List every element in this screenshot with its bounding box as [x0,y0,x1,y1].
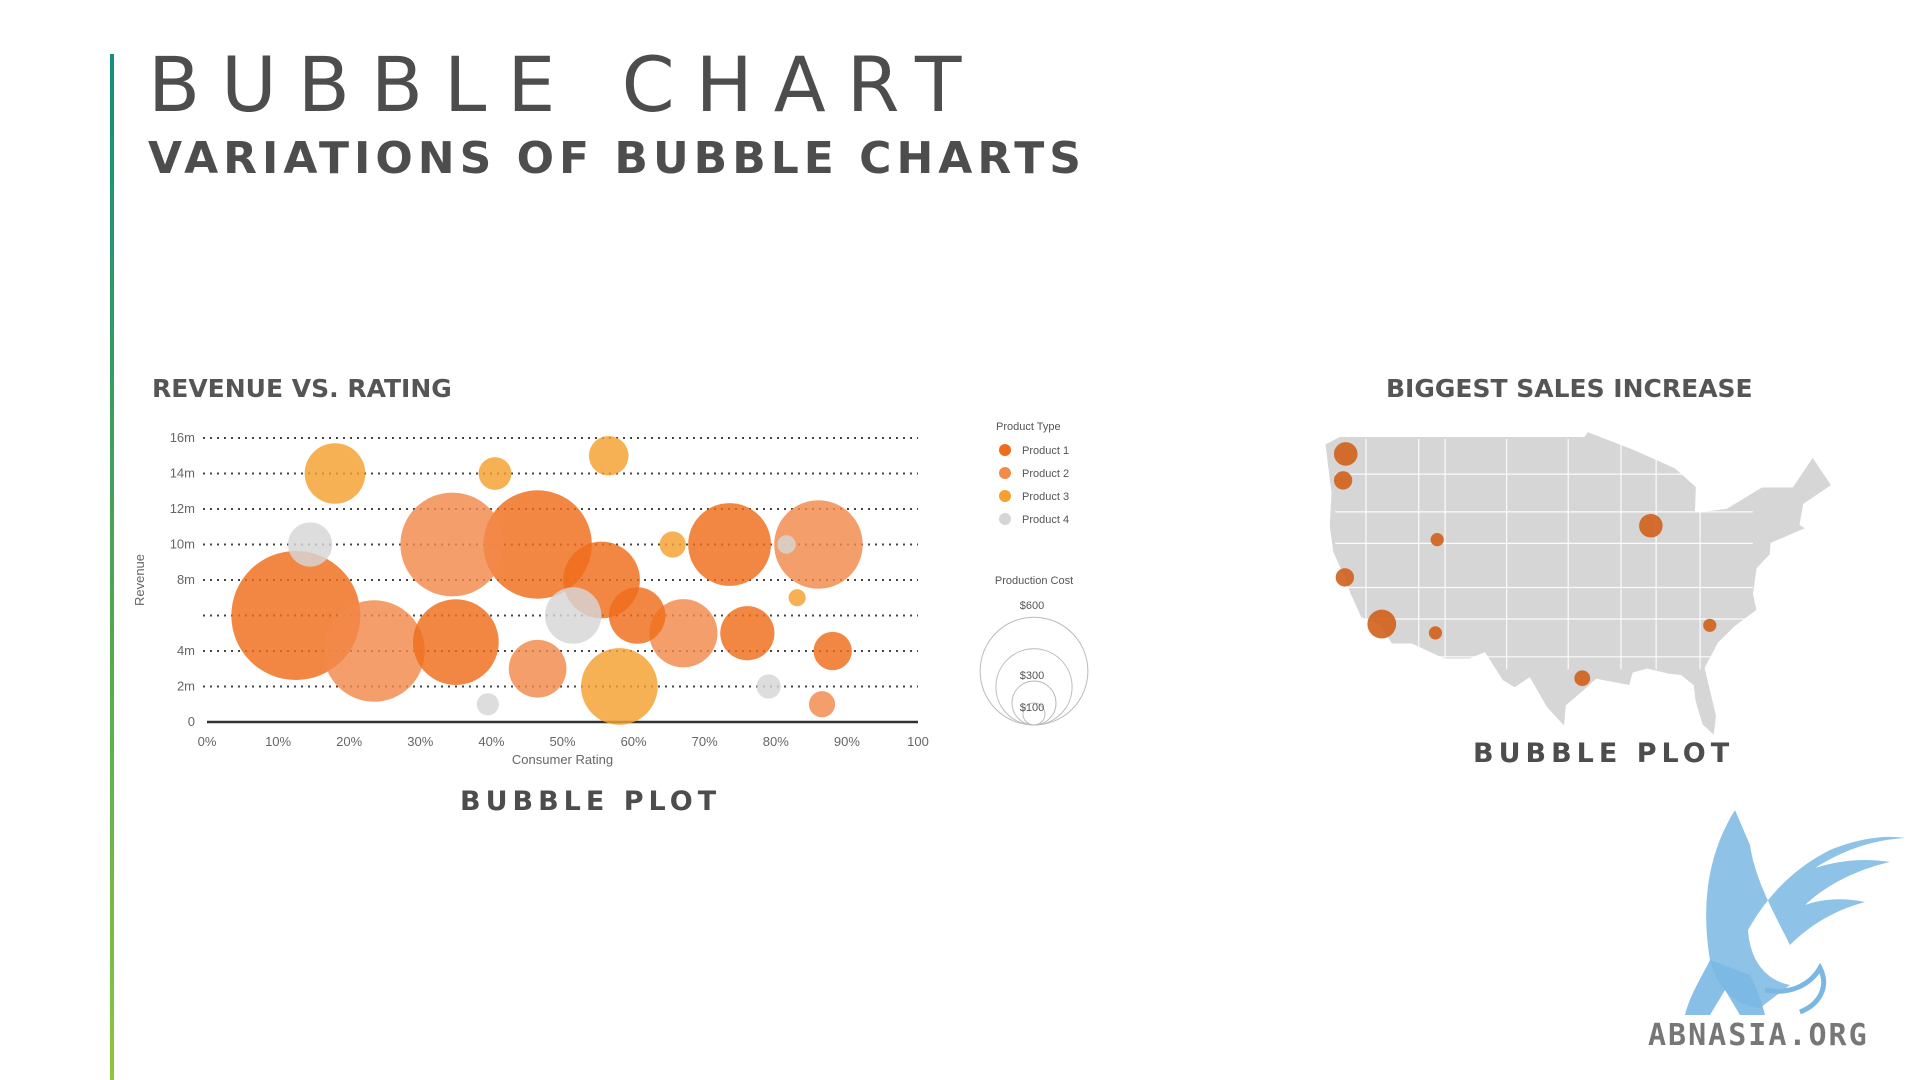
map-bubble [1430,533,1444,547]
x-axis-title: Consumer Rating [512,752,613,767]
bubble [508,639,567,698]
map-bubble [1639,513,1663,538]
legend-swatch [999,467,1011,479]
x-tick-label: 100 [907,734,929,749]
y-tick-label: 0 [188,714,195,729]
slide-title: BUBBLE CHART [148,40,983,129]
bubble [777,535,796,554]
griffin-icon [1685,810,1905,1015]
size-legend-label: $100 [1020,702,1044,714]
legend-label: Product 3 [1022,491,1069,503]
map-chart-title: BIGGEST SALES INCREASE [1386,374,1753,403]
bubble [476,693,499,716]
bubble [788,589,806,607]
bubble [659,531,686,558]
bubble [608,587,666,644]
bubble [813,631,852,671]
map-bubble [1333,471,1353,490]
map-chart-caption: BUBBLE PLOT [1473,738,1735,769]
bubble [323,600,425,702]
legend-swatch [999,444,1011,456]
y-tick-label: 2m [177,679,195,694]
size-legend-title: Production Cost [995,575,1073,587]
y-axis-title: Revenue [132,554,147,606]
bubble-chart-title: REVENUE VS. RATING [152,374,452,403]
bubble-chart-caption: BUBBLE PLOT [460,786,722,817]
map-bubble [1335,568,1355,587]
legend-label: Product 1 [1022,445,1069,457]
x-tick-label: 10% [265,734,291,749]
x-tick-label: 70% [692,734,718,749]
legend-label: Product 2 [1022,468,1069,480]
y-tick-label: 12m [170,501,195,516]
legend-swatch [999,490,1011,502]
x-tick-label: 30% [407,734,433,749]
x-tick-label: 20% [336,734,362,749]
y-tick-label: 10m [170,537,195,552]
bubble [304,443,366,504]
bubble [287,522,333,567]
y-tick-label: 16m [170,430,195,445]
size-legend-label: $300 [1020,670,1044,682]
x-tick-label: 0% [198,734,217,749]
map-bubble [1703,618,1717,632]
map-bubble [1428,626,1443,640]
accent-bar [110,54,114,1080]
bubble [808,691,836,718]
y-tick-label: 4m [177,643,195,658]
bubble [720,606,775,661]
legend-title: Product Type [996,421,1061,433]
size-legend-label: $600 [1020,600,1044,612]
bubble [544,587,602,644]
y-tick-label: 14m [170,466,195,481]
logo-text: ABNASIA.ORG [1648,1018,1869,1053]
bubble [400,492,505,597]
bubble [588,435,629,476]
bubble [412,599,499,685]
bubble [688,503,771,586]
bubble [649,599,718,668]
x-tick-label: 60% [621,734,647,749]
x-tick-label: 40% [478,734,504,749]
bubble [774,500,863,589]
x-tick-label: 90% [834,734,860,749]
size-legend-circle [1022,702,1046,726]
bubble [756,674,781,699]
x-tick-label: 80% [763,734,789,749]
legend-label: Product 4 [1022,514,1069,526]
bubble [581,648,658,725]
legend-swatch [999,513,1011,525]
y-tick-label: 8m [177,572,195,587]
map-bubble [1367,609,1397,639]
x-tick-label: 50% [549,734,575,749]
map-bubble [1574,670,1591,687]
bubble [478,457,512,490]
map-bubble [1333,442,1358,466]
us-map-shape [1323,430,1834,738]
slide-subtitle: VARIATIONS OF BUBBLE CHARTS [148,133,1086,184]
